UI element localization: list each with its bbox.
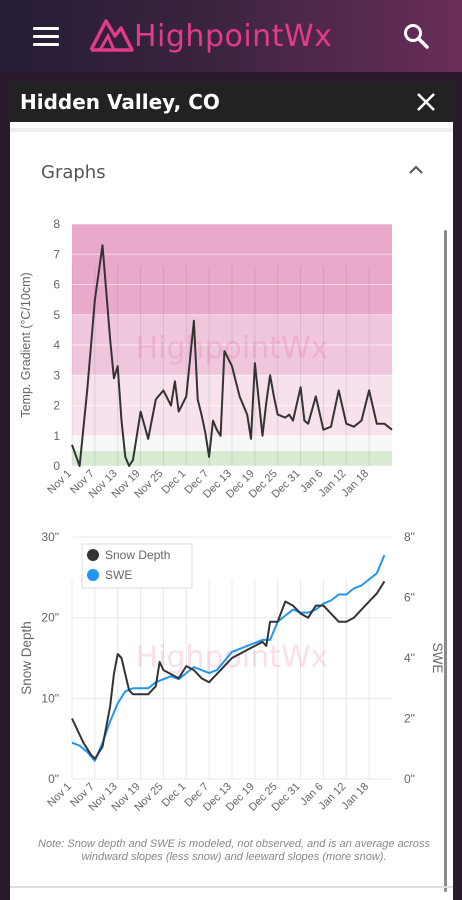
y-axis-label: Temp. Gradient (°C/10cm)	[19, 272, 33, 417]
swe-line	[71, 554, 386, 762]
y-tick-label: 2	[53, 399, 60, 413]
hamburger-menu-icon[interactable]	[33, 27, 59, 47]
mountain-logo-icon	[89, 19, 134, 52]
app-logo[interactable]: HighpointWx	[88, 14, 332, 58]
model-note: Note: Snow depth and SWE is modeled, not…	[38, 838, 430, 863]
y-tick-label: 0	[53, 459, 60, 473]
chevron-up-icon[interactable]	[407, 162, 425, 176]
divider	[10, 128, 453, 132]
y2-tick-label: 8"	[404, 530, 415, 544]
legend-label-snow-depth: Snow Depth	[105, 548, 170, 562]
y-tick-label: 3	[53, 368, 60, 382]
y-tick-label: 10"	[41, 691, 59, 705]
legend-label-swe: SWE	[105, 568, 132, 582]
top-app-bar: HighpointWx	[0, 0, 462, 72]
y-tick-label: 6	[53, 278, 60, 292]
graphs-section-title[interactable]: Graphs	[41, 162, 106, 183]
legend-box	[81, 543, 193, 589]
gradient-band	[72, 224, 392, 315]
y-tick-label: 0"	[48, 772, 59, 786]
y2-tick-label: 0"	[404, 772, 415, 786]
x-tick-label: Dec 1	[160, 468, 189, 497]
watermark: HighpointWx	[136, 331, 329, 366]
y-tick-label: 1	[53, 429, 60, 443]
panel-title: Hidden Valley, CO	[20, 90, 220, 114]
snow-depth-line	[71, 580, 386, 760]
search-icon[interactable]	[402, 22, 430, 50]
y-tick-label: 4	[53, 338, 60, 352]
gradient-band	[72, 450, 392, 466]
scrollbar[interactable]	[444, 230, 447, 892]
y-axis-label: Snow Depth	[19, 621, 34, 695]
panel-bottom-edge	[10, 886, 453, 888]
y2-tick-label: 2"	[404, 712, 415, 726]
y-tick-label: 8	[53, 217, 60, 231]
temp-gradient-line	[71, 244, 393, 467]
close-icon[interactable]	[415, 91, 437, 113]
y2-tick-label: 6"	[404, 591, 415, 605]
x-tick-label: Dec 1	[160, 781, 189, 810]
gradient-band	[72, 435, 392, 451]
legend-swatch-swe	[87, 569, 99, 581]
y-tick-label: 5	[53, 308, 60, 322]
y2-tick-label: 4"	[404, 651, 415, 665]
y-tick-label: 30"	[41, 530, 59, 544]
panel-header: Hidden Valley, CO	[10, 82, 453, 122]
y-tick-label: 20"	[41, 611, 59, 625]
y2-axis-label: SWE	[430, 643, 445, 674]
legend-swatch-snow-depth	[87, 549, 99, 561]
app-name: HighpointWx	[134, 18, 333, 54]
y-tick-label: 7	[53, 247, 60, 261]
